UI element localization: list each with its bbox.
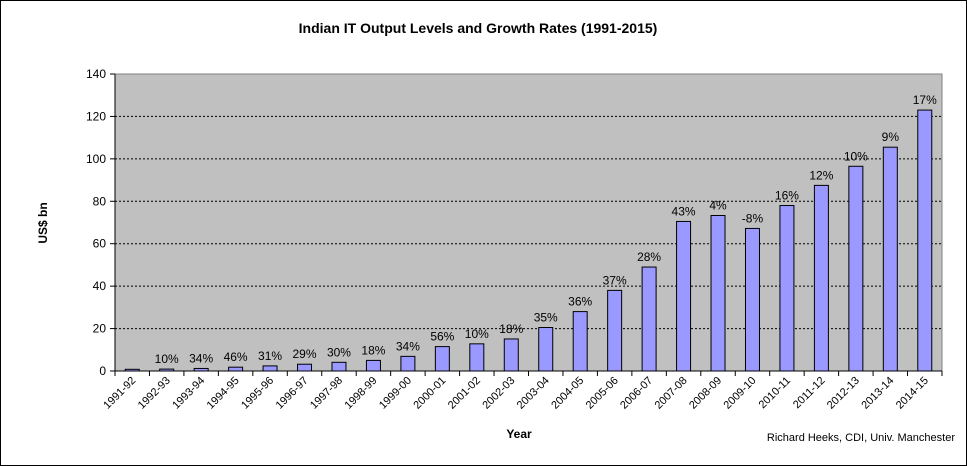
bar xyxy=(365,359,381,372)
data-label: 34% xyxy=(189,351,213,365)
y-tick-label: 120 xyxy=(86,109,106,123)
bar xyxy=(710,214,726,372)
y-axis-label: US$ bn xyxy=(36,202,50,243)
bar xyxy=(262,365,278,372)
data-label: 31% xyxy=(258,349,282,363)
axes-group xyxy=(110,73,943,376)
gridlines xyxy=(115,115,942,330)
credit-text: Richard Heeks, CDI, Univ. Manchester xyxy=(767,432,955,444)
bar xyxy=(469,343,485,372)
chart-title: Indian IT Output Levels and Growth Rates… xyxy=(299,20,658,36)
plot-area xyxy=(114,73,943,372)
bar xyxy=(503,338,519,372)
data-label: 36% xyxy=(568,295,592,309)
data-label: 43% xyxy=(672,204,696,218)
data-label: 10% xyxy=(844,149,868,163)
bar xyxy=(572,311,588,372)
x-axis-label: Year xyxy=(506,427,532,441)
bar xyxy=(400,355,416,372)
y-tick-label: 80 xyxy=(93,194,107,208)
bar xyxy=(331,361,347,372)
y-tick-label: 100 xyxy=(86,152,106,166)
bar xyxy=(607,289,623,372)
data-label: 18% xyxy=(361,343,385,357)
bars-group xyxy=(124,109,933,372)
bar xyxy=(641,266,657,372)
data-labels: 10% 34% 46% 31% 29% 30% 18% 34% 56% 10% 18% 35% 36% 3… xyxy=(155,93,937,366)
data-label: -8% xyxy=(742,211,764,225)
data-label: 18% xyxy=(499,322,523,336)
bar xyxy=(434,346,450,372)
data-label: 4% xyxy=(709,198,727,212)
data-label: 10% xyxy=(155,352,179,366)
bar xyxy=(848,165,864,372)
data-label: 56% xyxy=(430,330,454,344)
bar xyxy=(297,363,313,372)
y-tick-label: 40 xyxy=(93,279,107,293)
data-label: 29% xyxy=(293,347,317,361)
data-label: 34% xyxy=(396,339,420,353)
y-tick-labels: 0 20 40 60 80 100 120 140 xyxy=(86,67,106,378)
data-label: 9% xyxy=(882,130,900,144)
y-tick-label: 20 xyxy=(93,322,107,336)
bar xyxy=(882,146,898,372)
y-tick-label: 140 xyxy=(86,67,106,81)
bar xyxy=(744,227,760,372)
data-label: 17% xyxy=(913,93,937,107)
data-label: 28% xyxy=(637,250,661,264)
data-label: 10% xyxy=(465,327,489,341)
bar xyxy=(228,366,244,372)
data-label: 30% xyxy=(327,345,351,359)
data-label: 46% xyxy=(224,350,248,364)
data-label: 37% xyxy=(603,273,627,287)
bar xyxy=(917,109,933,372)
bar xyxy=(676,220,692,372)
data-label: 16% xyxy=(775,189,799,203)
bar xyxy=(779,205,795,372)
bar xyxy=(813,184,829,372)
data-label: 12% xyxy=(809,168,833,182)
y-tick-label: 60 xyxy=(93,237,107,251)
bar xyxy=(538,327,554,372)
data-label: 35% xyxy=(534,311,558,325)
y-tick-label: 0 xyxy=(99,364,106,378)
